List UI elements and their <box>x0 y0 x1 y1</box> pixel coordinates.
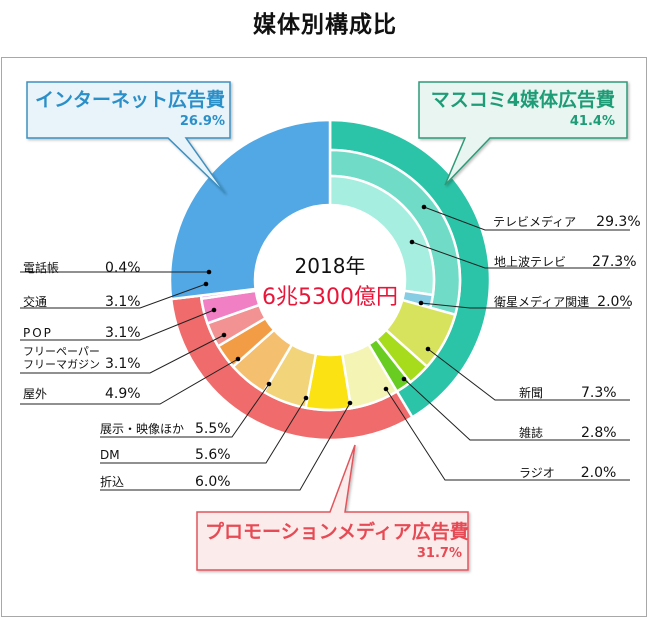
leader-dot <box>221 332 227 338</box>
label-pct: 6.0% <box>195 474 231 490</box>
label-pct: 0.4% <box>105 260 141 276</box>
callout-promo-box <box>196 444 469 571</box>
leader-line <box>427 348 630 401</box>
leader-line <box>100 402 351 491</box>
label-pct: 7.3% <box>581 385 617 401</box>
label-pct: 3.1% <box>105 294 141 310</box>
label-freepaper: フリーペーパー フリーマガジン 3.1% <box>23 345 141 371</box>
callout-mass-pct: 41.4% <box>569 114 615 129</box>
leader-line <box>20 283 207 309</box>
leader-dot <box>401 376 407 382</box>
label-name: ラジオ <box>519 466 555 480</box>
label-name: 雑誌 <box>519 426 544 440</box>
leader-dot <box>266 381 272 387</box>
label-name: 展示・映像ほか <box>100 422 185 436</box>
center-total: 6兆5300億円 <box>262 285 398 310</box>
label-tv-media: テレビメディア 29.3% <box>493 213 641 230</box>
leader-line <box>411 241 630 269</box>
callout-internet-pct: 26.9% <box>179 114 225 129</box>
label-outdoor: 屋外 4.9% <box>23 385 141 402</box>
label-name: 交通 <box>23 295 48 309</box>
leader-line <box>403 378 630 441</box>
leader-line <box>20 334 225 374</box>
label-name-line2: フリーマガジン <box>23 358 100 371</box>
leader-dot <box>409 239 415 245</box>
label-name: 地上波テレビ <box>494 255 567 269</box>
leader-dot <box>421 204 427 210</box>
callout-mass-box <box>418 81 628 186</box>
leader-line <box>420 302 630 309</box>
label-magazine: 雑誌 2.8% <box>519 424 617 441</box>
donut-chart <box>20 81 630 571</box>
label-radio: ラジオ 2.0% <box>519 464 616 481</box>
label-pct: 2.0% <box>580 465 617 481</box>
label-pct: 3.1% <box>105 356 141 372</box>
label-dm: DM 5.6% <box>100 447 231 463</box>
label-pct: 29.3% <box>596 214 641 230</box>
label-terrestrial: 地上波テレビ 27.3% <box>494 253 637 270</box>
label-pct: 3.1% <box>105 325 141 341</box>
label-pct: 2.0% <box>597 294 633 310</box>
leader-dot <box>383 386 389 392</box>
label-name: DM <box>100 448 120 462</box>
callout-internet-box <box>26 81 231 194</box>
leader-line <box>100 397 307 464</box>
label-insert: 折込 6.0% <box>100 473 231 490</box>
leader-dot <box>303 395 309 401</box>
label-phonebook: 電話帳 0.4% <box>23 259 141 276</box>
leader-dot <box>425 346 431 352</box>
leader-dot <box>203 281 209 287</box>
label-name-line1: フリーペーパー <box>23 345 100 358</box>
label-name: 電話帳 <box>23 261 60 275</box>
label-pct: 2.8% <box>581 425 617 441</box>
callout-internet-title: インターネット広告費 <box>34 89 225 111</box>
label-satellite: 衛星メディア関連 2.0% <box>494 293 633 310</box>
callout-promo: プロモーションメディア広告費 31.7% <box>205 517 469 561</box>
label-pct: 27.3% <box>592 254 637 270</box>
label-pct: 5.6% <box>195 447 231 463</box>
leader-line <box>385 388 630 481</box>
leader-line <box>20 358 239 405</box>
callout-promo-title: プロモーションメディア広告費 <box>205 521 469 543</box>
leader-dot <box>347 400 353 406</box>
label-newspaper: 新聞 7.3% <box>519 384 617 401</box>
leader-line <box>20 309 215 341</box>
label-name: 屋外 <box>23 387 48 401</box>
label-name: テレビメディア <box>493 215 577 229</box>
label-name: POP <box>23 326 53 340</box>
label-name: 衛星メディア関連 <box>494 295 590 309</box>
label-exhibit: 展示・映像ほか 5.5% <box>100 420 231 437</box>
leader-line <box>423 206 630 231</box>
center-year: 2018年 <box>294 254 366 278</box>
callout-mass-title: マスコミ4媒体広告費 <box>430 89 615 111</box>
leader-dot <box>211 307 217 313</box>
label-pct: 4.9% <box>105 386 141 402</box>
callout-promo-pct: 31.7% <box>416 546 462 561</box>
leader-dot <box>206 269 212 275</box>
label-pop: POP 3.1% <box>23 325 141 341</box>
callout-internet: インターネット広告費 26.9% <box>30 85 225 129</box>
leader-line <box>100 383 270 438</box>
label-pct: 5.5% <box>195 421 231 437</box>
label-name: 折込 <box>100 475 125 489</box>
label-name: 新聞 <box>519 386 544 400</box>
chart-title: 媒体別構成比 <box>253 12 397 38</box>
label-transit: 交通 3.1% <box>23 293 141 310</box>
callout-mass: マスコミ4媒体広告費 41.4% <box>420 85 615 129</box>
leader-dot <box>235 356 241 362</box>
leader-dot <box>418 300 424 306</box>
